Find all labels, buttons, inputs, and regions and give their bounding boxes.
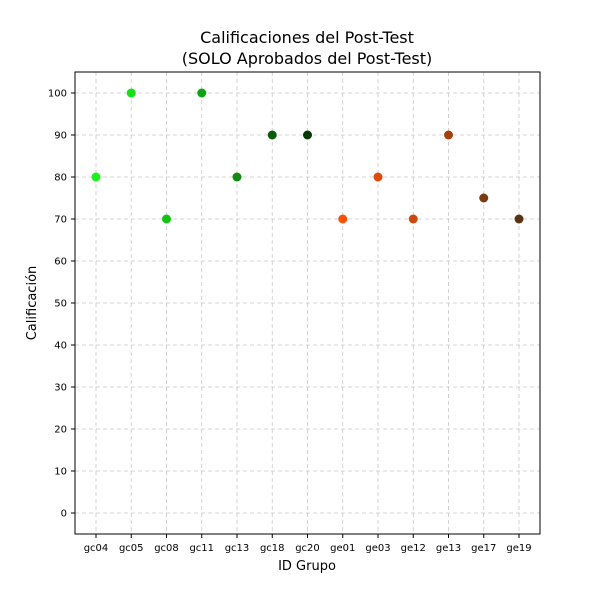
x-axis-ticks: gc04 gc05 gc08 gc11 gc13 gc18 gc20 ge01 ge03 ge12… [84, 534, 532, 554]
y-tick-label: 10 [54, 467, 67, 478]
x-axis-label: ID Grupo [278, 559, 336, 574]
data-point-gc20 [303, 130, 312, 140]
y-tick-label: 60 [54, 257, 67, 268]
data-points [91, 88, 524, 224]
x-tick-label: ge03 [365, 543, 390, 554]
data-point-ge19 [514, 214, 524, 224]
x-tick-label: ge17 [471, 543, 496, 554]
data-point-ge17 [479, 193, 489, 203]
y-tick-label: 50 [54, 299, 67, 310]
y-tick-label: 0 [61, 509, 67, 520]
chart-title-line-2: (SOLO Aprobados del Post-Test) [182, 49, 433, 68]
y-axis-label: Calificación [25, 266, 40, 341]
y-tick-label: 20 [54, 425, 67, 436]
x-tick-label: gc20 [295, 543, 320, 554]
x-tick-label: gc04 [84, 543, 109, 554]
x-tick-label: gc08 [154, 543, 179, 554]
chart-title-line-1: Calificaciones del Post-Test [200, 28, 414, 47]
y-tick-label: 80 [54, 173, 67, 184]
data-point-gc04 [91, 172, 101, 182]
grid-lines [75, 72, 540, 534]
x-tick-label: gc18 [260, 543, 285, 554]
y-tick-label: 100 [48, 89, 67, 100]
data-point-ge03 [373, 172, 383, 182]
data-point-ge13 [444, 130, 453, 140]
x-tick-label: gc11 [189, 543, 214, 554]
data-point-ge01 [338, 214, 348, 224]
data-point-gc13 [232, 172, 242, 182]
x-tick-label: ge12 [401, 543, 426, 554]
data-point-gc18 [267, 130, 277, 140]
y-tick-label: 40 [54, 341, 67, 352]
x-tick-label: gc05 [119, 543, 144, 554]
x-tick-label: ge01 [330, 543, 355, 554]
x-tick-label: ge19 [506, 543, 531, 554]
y-tick-label: 90 [54, 131, 67, 142]
chart-title: Calificaciones del Post-Test (SOLO Aprob… [182, 28, 433, 68]
data-point-gc08 [162, 214, 171, 224]
x-tick-label: ge13 [436, 543, 461, 554]
data-point-gc05 [126, 88, 136, 98]
data-point-gc11 [197, 88, 207, 98]
y-tick-label: 30 [54, 383, 67, 394]
y-axis-ticks: 0 10 20 30 40 50 60 70 80 90 100 [48, 89, 75, 520]
y-tick-label: 70 [54, 215, 67, 226]
x-tick-label: gc13 [225, 543, 250, 554]
data-point-ge12 [408, 214, 418, 224]
